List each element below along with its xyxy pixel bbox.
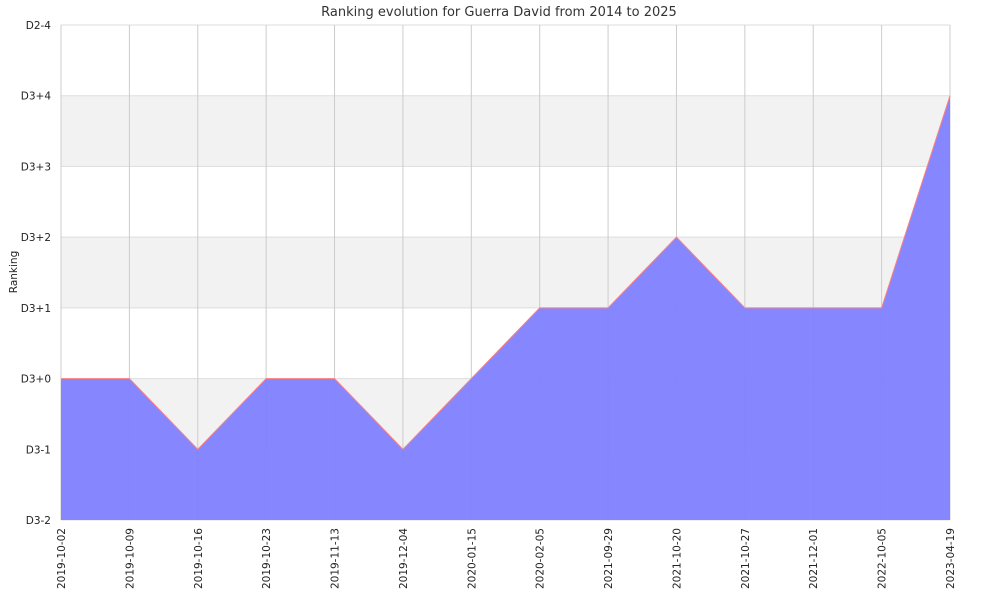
x-tick-2021-12-01: 2021-12-01 bbox=[808, 528, 820, 589]
x-tick-labels: 2019-10-02 2019-10-09 2019-10-16 2019-10-23… bbox=[56, 528, 957, 589]
chart-title: Ranking evolution for Guerra David from … bbox=[321, 5, 677, 20]
x-tick-2021-10-20: 2021-10-20 bbox=[671, 528, 683, 589]
x-tick-2019-12-04: 2019-12-04 bbox=[398, 528, 410, 589]
y-tick-D3+1: D3+1 bbox=[21, 303, 51, 315]
y-tick-D3-1: D3-1 bbox=[26, 444, 51, 456]
x-tick-2020-01-15: 2020-01-15 bbox=[466, 528, 478, 589]
y-tick-D2-4: D2-4 bbox=[26, 20, 52, 32]
x-tick-2020-02-05: 2020-02-05 bbox=[535, 528, 547, 589]
x-tick-2019-10-09: 2019-10-09 bbox=[124, 528, 136, 589]
x-tick-2021-10-27: 2021-10-27 bbox=[740, 528, 752, 589]
band-D3+3 bbox=[61, 95, 950, 167]
y-tick-D3-2: D3-2 bbox=[26, 515, 51, 527]
x-tick-2023-04-19: 2023-04-19 bbox=[945, 528, 957, 589]
y-tick-D3+0: D3+0 bbox=[21, 374, 51, 386]
x-tick-2019-10-16: 2019-10-16 bbox=[193, 528, 205, 589]
ranking-area bbox=[61, 95, 950, 520]
x-tick-2019-11-13: 2019-11-13 bbox=[330, 528, 342, 589]
y-tick-D3+4: D3+4 bbox=[21, 91, 52, 103]
x-tick-2022-10-05: 2022-10-05 bbox=[877, 528, 889, 589]
y-tick-labels: D3-2 D3-1 D3+0 D3+1 D3+2 D3+3 D3+4 D2-4 bbox=[21, 20, 52, 527]
x-tick-2019-10-23: 2019-10-23 bbox=[261, 528, 273, 589]
band-D3+1 bbox=[61, 237, 950, 308]
x-tick-2019-10-02: 2019-10-02 bbox=[56, 528, 68, 589]
y-tick-D3+3: D3+3 bbox=[21, 161, 51, 173]
y-tick-D3+2: D3+2 bbox=[21, 232, 51, 244]
x-tick-2021-09-29: 2021-09-29 bbox=[603, 528, 615, 589]
band-D3+2 bbox=[61, 166, 950, 238]
ranking-line bbox=[61, 95, 951, 451]
y-axis-label: Ranking bbox=[8, 251, 20, 293]
band-D3+4 bbox=[61, 25, 950, 96]
